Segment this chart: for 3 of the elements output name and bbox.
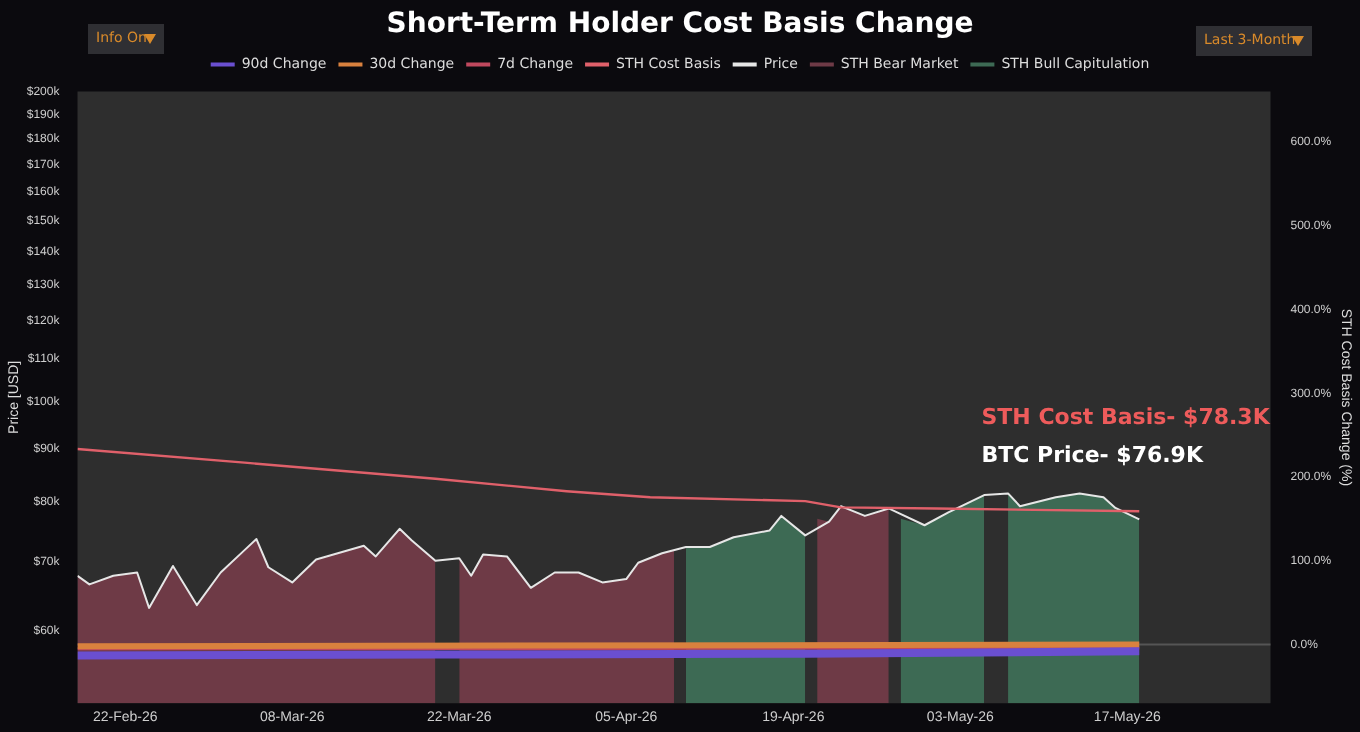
annotation: BTC Price- $76.9K bbox=[981, 442, 1204, 468]
annotation: STH Cost Basis- $78.3K bbox=[981, 404, 1271, 430]
chart-title: Short-Term Holder Cost Basis Change bbox=[386, 8, 974, 41]
